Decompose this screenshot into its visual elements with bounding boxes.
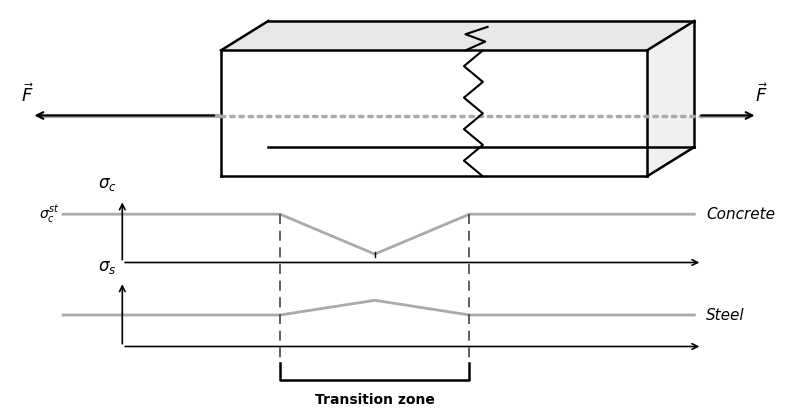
- Polygon shape: [221, 21, 694, 50]
- Text: $\vec{F}$: $\vec{F}$: [755, 83, 768, 106]
- Text: Concrete: Concrete: [706, 207, 775, 222]
- Text: $\sigma_s$: $\sigma_s$: [99, 258, 117, 276]
- Text: $\vec{F}$: $\vec{F}$: [21, 83, 34, 106]
- Text: Steel: Steel: [706, 307, 745, 323]
- Text: $\sigma_c^{st}$: $\sigma_c^{st}$: [39, 203, 59, 225]
- Polygon shape: [647, 21, 694, 176]
- Text: $\sigma_c$: $\sigma_c$: [98, 175, 117, 193]
- Text: Transition zone: Transition zone: [315, 393, 435, 407]
